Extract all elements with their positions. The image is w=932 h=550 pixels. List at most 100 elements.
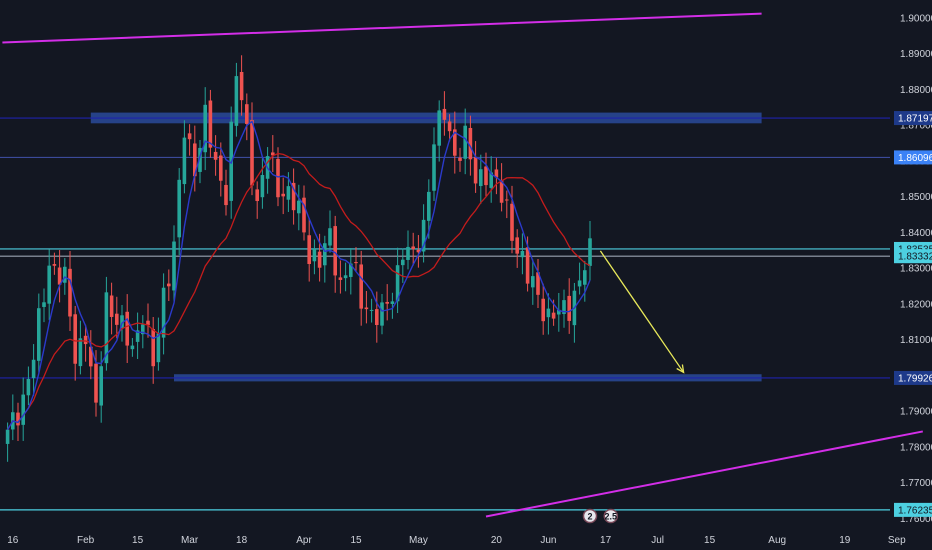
candle-body xyxy=(531,276,535,288)
candle-body xyxy=(380,302,384,326)
candle-body xyxy=(37,308,41,361)
y-tick-label: 1.76000 xyxy=(900,514,932,525)
candle-body xyxy=(468,127,473,160)
event-markers-layer[interactable]: 2 2.5 xyxy=(582,508,619,524)
candle-body xyxy=(255,189,259,202)
candle-body xyxy=(177,179,181,238)
candle-body xyxy=(42,302,46,307)
trendline-0 xyxy=(2,12,762,44)
candle-body xyxy=(520,250,525,258)
candle-body xyxy=(151,329,155,367)
x-tick-label: 17 xyxy=(600,535,612,546)
candle-body xyxy=(297,200,301,214)
price-tag-label-4: 1.79926 xyxy=(898,373,932,384)
y-tick-label: 1.87000 xyxy=(900,121,932,132)
candle-body xyxy=(156,333,161,363)
candle-body xyxy=(47,265,51,304)
x-tick-label: Feb xyxy=(77,535,95,546)
x-tick-label: 15 xyxy=(132,535,144,546)
projection-arrow-head xyxy=(676,364,685,374)
y-tick-label: 1.85000 xyxy=(900,192,932,203)
candle-body xyxy=(551,312,556,319)
candle-body xyxy=(359,264,363,309)
candle-body xyxy=(302,197,306,233)
x-tick-label: May xyxy=(409,535,428,546)
candle-body xyxy=(416,249,421,253)
candle-body xyxy=(323,243,327,266)
y-tick-label: 1.81000 xyxy=(900,335,932,346)
candle-body xyxy=(234,76,239,126)
candle-body xyxy=(21,394,25,425)
price-tag-label-3: 1.83332 xyxy=(898,252,932,263)
candle-body xyxy=(515,237,519,254)
candle-body xyxy=(78,338,83,367)
time-axis[interactable]: 16 Feb 15 Mar 18 Apr 15 May 20 Jun 17 Jul 15 Aug 19 Sep xyxy=(7,535,906,546)
candle-body xyxy=(239,71,244,101)
price-tag-5 xyxy=(894,502,932,517)
candle-body xyxy=(52,264,57,266)
candle-body xyxy=(182,137,187,185)
candle-body xyxy=(349,263,353,277)
candle-body xyxy=(333,226,337,276)
moving-averages-layer xyxy=(6,120,591,430)
x-tick-label: 18 xyxy=(236,535,248,546)
candle-body xyxy=(307,235,311,265)
candle-body xyxy=(245,104,249,124)
y-tick-label: 1.82000 xyxy=(900,299,932,310)
moving-average-slow-line xyxy=(7,152,591,430)
candle-body xyxy=(484,166,488,186)
candle-body xyxy=(250,119,254,186)
candle-body xyxy=(187,133,192,140)
candle-body xyxy=(94,363,98,403)
candle-body xyxy=(120,315,124,329)
candle-body xyxy=(588,238,592,266)
event-marker-0 xyxy=(582,508,598,524)
candle-body xyxy=(395,265,400,302)
x-tick-label: Apr xyxy=(296,535,312,546)
candle-body xyxy=(494,169,499,178)
candle-body xyxy=(390,301,395,304)
price-axis[interactable]: 1.900001.890001.880001.870001.860001.850… xyxy=(900,13,932,524)
candle-body xyxy=(458,157,462,161)
candle-body xyxy=(354,262,358,264)
candle-body xyxy=(224,184,228,206)
candle-body xyxy=(130,345,135,350)
price-tag-label-1: 1.86096 xyxy=(898,153,932,164)
candle-body xyxy=(437,110,441,146)
price-tag-4 xyxy=(894,370,932,385)
candle-body xyxy=(536,272,540,295)
candle-body xyxy=(73,314,77,364)
x-tick-label: 15 xyxy=(350,535,362,546)
candle-body xyxy=(369,309,374,311)
candle-body xyxy=(125,311,129,346)
candle-body xyxy=(26,378,31,396)
candle-body xyxy=(375,309,379,325)
price-tag-label-5: 1.76235 xyxy=(898,505,932,516)
candle-body xyxy=(141,324,145,335)
candle-body xyxy=(115,313,119,325)
candle-body xyxy=(338,277,343,280)
candle-body xyxy=(453,129,457,156)
projection-arrow-line xyxy=(599,250,685,373)
candle-body xyxy=(567,295,571,321)
candle-body xyxy=(99,366,103,406)
event-marker-label-0: 2 xyxy=(587,512,592,522)
candle-body xyxy=(89,346,93,367)
x-tick-label: Jul xyxy=(651,535,664,546)
candle-body xyxy=(104,292,109,364)
candle-body xyxy=(83,335,88,345)
y-tick-label: 1.88000 xyxy=(900,85,932,96)
event-marker-1 xyxy=(603,508,619,524)
candle-body xyxy=(219,155,223,181)
candle-body xyxy=(203,104,207,153)
candle-body xyxy=(31,359,36,379)
candle-body xyxy=(479,169,483,187)
candle-body xyxy=(317,251,322,268)
x-tick-label: Mar xyxy=(181,535,199,546)
y-tick-label: 1.79000 xyxy=(900,407,932,418)
candle-body xyxy=(577,280,582,287)
x-tick-label: 15 xyxy=(704,535,716,546)
y-tick-label: 1.83000 xyxy=(900,264,932,275)
